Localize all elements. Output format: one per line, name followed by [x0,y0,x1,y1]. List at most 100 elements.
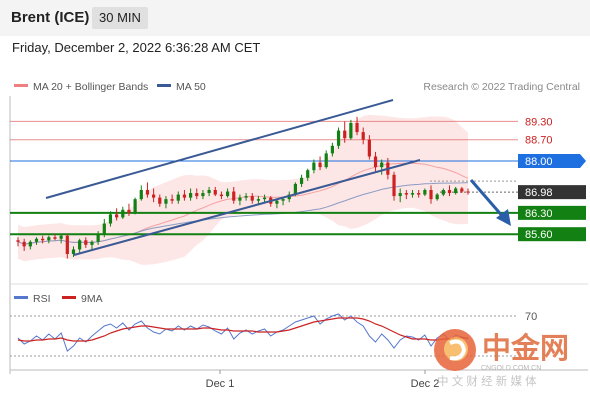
candle-body [127,209,131,213]
forecast-arrow-head [496,209,511,226]
candle-body [312,162,316,171]
candle-body [423,190,427,195]
rsi-ma-legend-swatch [62,296,76,299]
candle-body [256,199,261,201]
candle-body [466,191,470,193]
watermark-site: CNGOLD.COM.CN [481,365,541,372]
candle-body [189,193,193,198]
forecast-arrow-shaft [469,179,506,219]
chart-datetime: Friday, December 2, 2022 6:36:28 AM CET [12,40,261,55]
candle-body [441,190,445,195]
support-label: 85.60 [525,229,553,241]
candle-body [404,193,408,195]
candle-body [324,153,328,168]
candle-body [244,196,248,198]
candle-body [108,214,113,224]
watermark-tagline: 中 文 财 经 新 媒 体 [437,374,537,388]
resistance-label: 88.70 [525,135,553,147]
candle-body [330,145,334,154]
candle-body [71,249,76,254]
candle-body [398,193,402,197]
candle-body [417,193,421,195]
legend-swatch [14,84,28,87]
candle-body [429,190,433,200]
legend-label: MA 20 + Bollinger Bands [33,81,148,93]
candle-body [299,177,304,184]
candle-body [361,132,365,140]
candle-body [34,238,39,242]
candle-body [336,130,341,146]
rsi-legend-label: RSI [33,293,51,305]
candle-body [219,194,224,197]
rsi-tick-label: 70 [525,311,537,323]
chart-header: Brent (ICE) 30 MIN [0,0,590,36]
rsi-ma-legend-label: 9MA [81,293,103,305]
channel-upper-line [45,99,394,199]
chart-credit: Research © 2022 Trading Central [423,81,580,93]
candle-body [102,223,106,235]
candle-body [447,190,452,194]
candle-body [367,139,371,157]
candle-body [22,241,26,247]
rsi-legend-swatch [14,296,28,299]
candle-body [16,240,20,242]
candle-body [454,188,458,194]
rsi-ma-line [17,317,468,342]
candle-body [306,170,310,178]
bollinger-band [18,114,468,265]
candle-body [318,162,322,168]
candle-body [158,197,162,204]
candle-body [152,194,156,198]
candle-body [115,214,119,218]
candle-body [78,240,82,250]
legend-swatch [157,84,171,87]
candle-body [53,237,57,239]
rsi-line [17,313,469,352]
candle-body [373,156,378,168]
current-price-tag [518,185,586,200]
candle-body [133,199,137,213]
candle-body [28,241,32,247]
resistance-label: 89.30 [525,116,553,128]
candle-body [176,194,180,201]
legend-label: MA 50 [176,81,206,93]
candle-body [41,238,45,241]
candle-body [182,194,187,198]
watermark-logo-swirl [449,339,467,361]
pivot-tag [518,154,586,169]
candle-body [392,174,396,197]
candle-body [96,234,100,242]
candle-body [90,241,94,245]
symbol-title: Brent (ICE) [11,9,90,26]
candle-body [84,240,88,245]
candle-body [349,122,353,139]
candle-body [47,237,51,241]
candle-body [275,200,279,204]
timeframe-badge[interactable]: 30 MIN [92,7,148,29]
candle-body [435,194,439,200]
candle-body [65,235,69,254]
candle-body [250,196,254,201]
candle-body [410,193,415,195]
candle-body [293,183,297,195]
current-price-label: 86.98 [525,187,553,199]
support-tag [518,227,586,242]
candle-body [164,199,168,204]
candle-body [281,199,285,201]
channel-lower-line [73,159,421,256]
candles-group [16,116,470,259]
candle-body [207,190,211,194]
candle-body [355,122,359,133]
candle-body [225,191,230,197]
support-tag [518,205,586,220]
candle-body [213,190,217,195]
candle-body [121,209,125,218]
support-label: 86.30 [525,208,553,220]
candle-body [232,191,236,201]
pivot-label: 88.00 [525,156,553,168]
candle-body [380,162,384,168]
candle-body [139,190,143,200]
candle-body [201,193,205,197]
